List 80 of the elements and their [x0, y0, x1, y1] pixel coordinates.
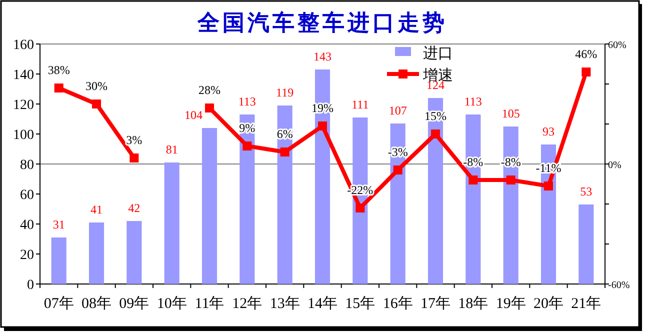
bar: [202, 128, 218, 284]
y-tick-label: 40: [20, 218, 34, 233]
data-label: 15%: [424, 109, 446, 123]
point: [506, 176, 516, 184]
x-tick-label: 13年: [270, 295, 300, 312]
data-label: -8%: [500, 155, 521, 169]
x-tick-label: 16年: [382, 295, 413, 312]
data-label: 46%: [575, 47, 598, 61]
y-tick-label: 120: [13, 98, 34, 113]
bar: [88, 222, 104, 284]
y2-tick-label: 60%: [608, 40, 626, 51]
data-label: 42: [128, 201, 140, 215]
data-label: 107: [388, 104, 407, 118]
data-label: 38%: [48, 63, 70, 77]
point: [431, 130, 440, 138]
y-tick-label: 20: [20, 248, 34, 263]
x-tick-label: 20年: [534, 295, 564, 312]
x-tick-label: 08年: [82, 295, 112, 312]
data-label: 31: [52, 218, 65, 232]
x-tick-label: 11年: [194, 295, 224, 312]
x-tick-label: 07年: [44, 295, 74, 312]
y2-tick-label: 0%: [608, 160, 622, 171]
data-label: 113: [238, 94, 256, 108]
point: [318, 122, 327, 130]
data-label: 30%: [86, 79, 108, 93]
data-label: 105: [502, 106, 520, 120]
x-tick-label: 09年: [119, 295, 150, 312]
x-tick-label: 14年: [308, 295, 338, 312]
point: [130, 154, 139, 162]
bar: [466, 114, 481, 284]
data-label: 119: [276, 86, 294, 100]
data-label: -8%: [463, 155, 484, 169]
chart-title: 全国汽车整车进口走势: [196, 10, 448, 35]
data-label: 93: [542, 124, 554, 138]
point: [356, 204, 365, 212]
bar: [126, 221, 142, 284]
y-tick-label: 140: [13, 68, 34, 83]
data-label: -3%: [388, 145, 408, 159]
data-label: 19%: [312, 101, 334, 115]
y-tick-label: 160: [13, 38, 34, 53]
data-label: 81: [166, 142, 178, 156]
bar: [390, 124, 406, 284]
bar: [164, 162, 180, 284]
y-tick-label: 0: [27, 278, 34, 293]
data-label: 111: [352, 98, 369, 112]
x-tick-label: 17年: [420, 295, 450, 312]
point: [544, 182, 553, 190]
data-label: 9%: [239, 121, 256, 135]
point: [242, 142, 252, 150]
x-tick-label: 21年: [571, 295, 602, 312]
bar: [240, 114, 255, 284]
point: [468, 176, 478, 184]
bar: [503, 126, 518, 284]
x-tick-label: 19年: [496, 295, 526, 312]
x-tick-label: 12年: [232, 295, 262, 312]
point: [54, 84, 64, 92]
bar: [277, 106, 292, 284]
data-label: 104: [184, 108, 202, 122]
data-label: 53: [580, 184, 592, 198]
y2-tick-label: -60%: [608, 280, 630, 291]
data-label: 3%: [126, 133, 142, 147]
point: [92, 100, 101, 108]
x-tick-label: 10年: [156, 295, 187, 312]
data-label: 28%: [198, 83, 220, 97]
point: [280, 148, 290, 156]
point: [393, 166, 402, 174]
data-label: 6%: [276, 127, 293, 141]
x-tick-label: 18年: [458, 295, 488, 312]
y-tick-label: 100: [13, 128, 34, 143]
y-tick-label: 80: [20, 158, 34, 173]
x-tick-label: 15年: [345, 295, 376, 312]
data-label: 41: [90, 202, 102, 216]
point: [582, 68, 591, 76]
data-label: 143: [314, 50, 332, 64]
bar: [578, 204, 594, 284]
point: [205, 104, 214, 112]
bar: [51, 238, 66, 284]
y-tick-label: 60: [20, 188, 34, 203]
data-label: 113: [464, 94, 482, 108]
legend-label: 进口: [423, 45, 453, 62]
